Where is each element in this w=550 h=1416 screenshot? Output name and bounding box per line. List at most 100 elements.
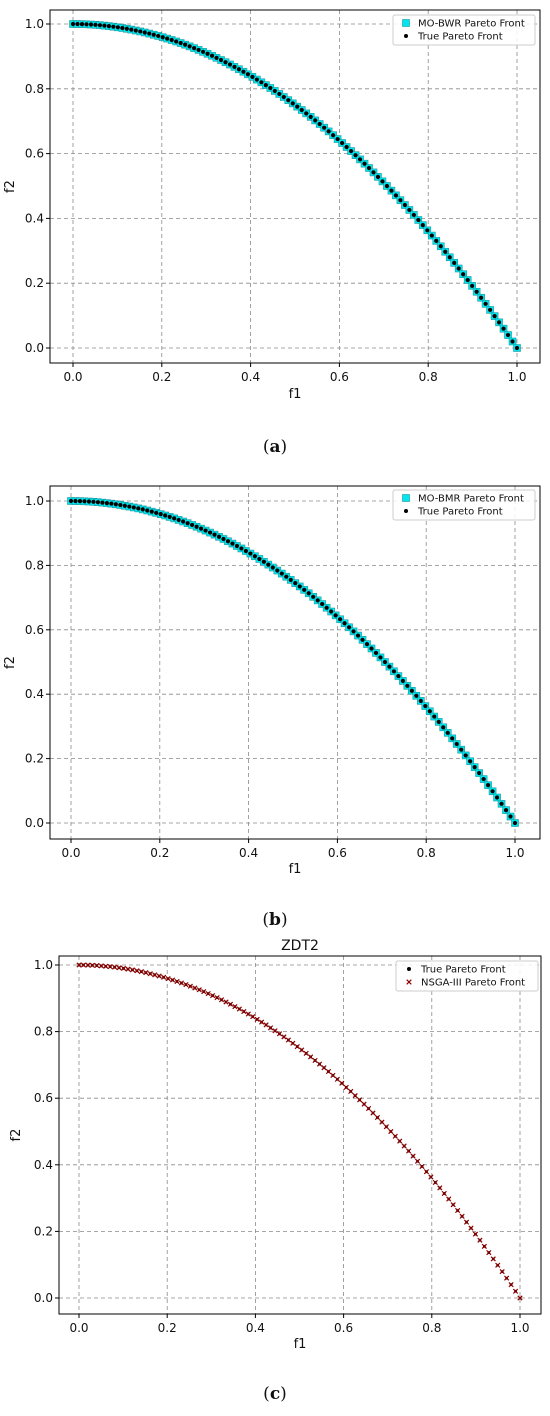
legend-box bbox=[392, 489, 536, 521]
data-point bbox=[93, 22, 98, 27]
data-point bbox=[414, 1158, 421, 1164]
data-point bbox=[492, 313, 497, 319]
data-point bbox=[268, 85, 273, 91]
data-point bbox=[152, 972, 158, 978]
data-point bbox=[392, 1133, 398, 1139]
data-point bbox=[512, 1288, 519, 1294]
data-point bbox=[297, 584, 302, 589]
data-point bbox=[317, 121, 322, 127]
data-point bbox=[167, 514, 172, 520]
data-point bbox=[174, 978, 180, 985]
y-tick-label: 1.0 bbox=[25, 494, 44, 508]
caption-letter: c bbox=[270, 1384, 280, 1404]
y-axis-label: f2 bbox=[3, 656, 18, 669]
data-point bbox=[165, 975, 171, 982]
data-point bbox=[259, 1019, 265, 1025]
data-point bbox=[250, 74, 255, 79]
data-point bbox=[80, 962, 87, 968]
data-point bbox=[452, 260, 457, 265]
data-point bbox=[104, 501, 109, 506]
data-point bbox=[201, 989, 207, 995]
data-point bbox=[361, 1101, 367, 1107]
data-point bbox=[232, 1003, 238, 1010]
data-point bbox=[216, 534, 222, 539]
data-point bbox=[468, 1225, 474, 1231]
data-point bbox=[383, 1124, 389, 1130]
data-point bbox=[73, 498, 78, 504]
legend-box bbox=[392, 14, 536, 46]
data-point bbox=[133, 28, 138, 33]
data-point bbox=[243, 548, 249, 554]
data-point bbox=[335, 136, 340, 142]
data-point bbox=[437, 1185, 443, 1191]
data-point bbox=[463, 753, 468, 758]
y-tick-label: 0.2 bbox=[25, 752, 44, 766]
data-point bbox=[490, 789, 495, 794]
y-tick-label: 0.0 bbox=[25, 816, 44, 830]
data-point bbox=[311, 594, 316, 599]
data-point bbox=[115, 25, 120, 30]
data-point bbox=[85, 962, 91, 968]
data-point bbox=[138, 29, 143, 34]
data-point bbox=[348, 148, 354, 154]
data-point bbox=[276, 1031, 283, 1037]
plot-frame bbox=[49, 9, 541, 364]
x-tick-label: 0.6 bbox=[330, 370, 349, 384]
data-point bbox=[409, 688, 414, 693]
data-point bbox=[459, 1213, 465, 1219]
caption-letter: b bbox=[269, 910, 281, 930]
data-point bbox=[189, 522, 195, 528]
x-tick-label: 0.6 bbox=[334, 1321, 353, 1335]
data-point bbox=[245, 72, 251, 77]
data-point bbox=[286, 98, 291, 103]
data-point bbox=[266, 562, 271, 567]
y-tick-label: 1.0 bbox=[25, 17, 44, 31]
data-point bbox=[353, 153, 358, 158]
data-point bbox=[316, 1061, 323, 1067]
data-point bbox=[156, 973, 162, 979]
data-point bbox=[112, 964, 118, 970]
data-point bbox=[284, 574, 289, 579]
data-point bbox=[308, 114, 313, 119]
data-point bbox=[134, 968, 140, 974]
x-tick-label: 0.8 bbox=[417, 846, 436, 860]
data-point bbox=[499, 1269, 505, 1275]
data-point bbox=[365, 1105, 372, 1112]
data-point bbox=[125, 966, 131, 972]
x-tick-label: 0.4 bbox=[239, 846, 258, 860]
legend-label: True Pareto Front bbox=[417, 32, 503, 43]
data-point bbox=[131, 505, 136, 510]
data-point bbox=[281, 1034, 287, 1040]
data-point bbox=[172, 516, 177, 521]
y-tick-label: 0.8 bbox=[25, 558, 44, 572]
data-point bbox=[77, 499, 83, 504]
plot-border bbox=[49, 9, 541, 364]
data-point bbox=[120, 965, 127, 972]
data-point bbox=[147, 971, 153, 977]
data-point bbox=[275, 568, 280, 573]
data-point bbox=[207, 530, 213, 535]
data-point bbox=[299, 107, 304, 113]
data-point bbox=[209, 53, 215, 58]
x-tick-label: 1.0 bbox=[505, 846, 524, 860]
data-point bbox=[501, 326, 506, 331]
data-point bbox=[272, 88, 277, 94]
data-point bbox=[158, 512, 163, 517]
y-axis-label: f2 bbox=[9, 1129, 24, 1142]
data-point bbox=[481, 776, 486, 782]
data-point bbox=[370, 1110, 376, 1116]
y-tick-label: 0.4 bbox=[25, 687, 44, 701]
data-point bbox=[398, 198, 403, 203]
data-point bbox=[236, 1006, 242, 1012]
data-point bbox=[463, 1219, 470, 1225]
data-point bbox=[505, 332, 511, 338]
legend-marker bbox=[407, 967, 411, 971]
data-point bbox=[82, 499, 87, 504]
data-point bbox=[486, 1249, 492, 1256]
data-point bbox=[194, 524, 199, 529]
data-point bbox=[113, 502, 118, 507]
data-point bbox=[379, 1119, 385, 1125]
data-point bbox=[374, 1114, 381, 1121]
data-point bbox=[434, 238, 439, 243]
data-point bbox=[154, 510, 159, 515]
